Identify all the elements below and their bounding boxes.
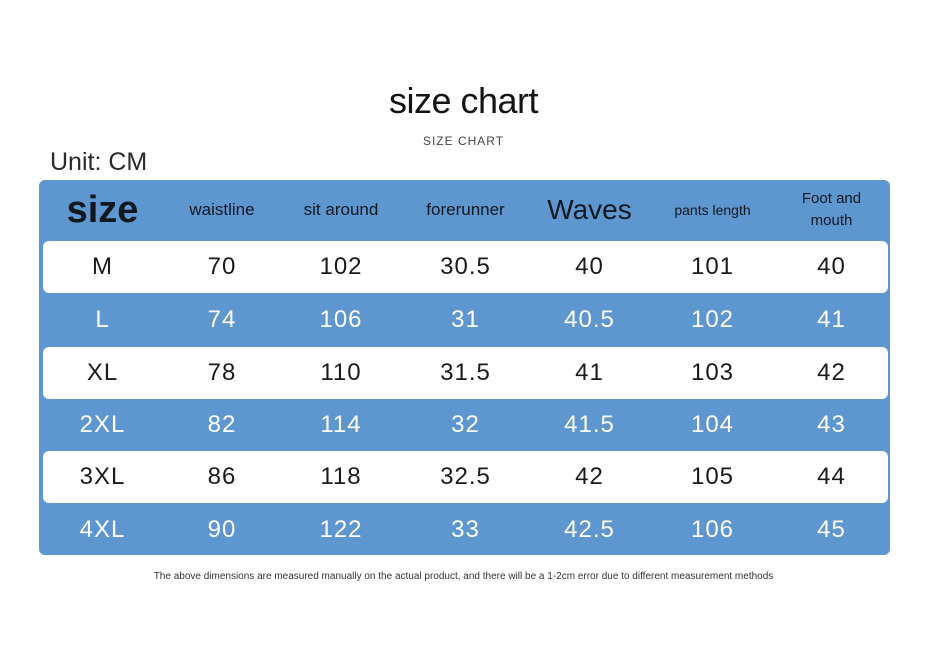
cell-waistline: 74 [207,306,237,333]
cell-sit-around: 102 [319,253,363,280]
cell-forerunner: 33 [451,515,480,543]
cell-waistline: 86 [207,463,237,490]
cell-pants-length: 103 [690,359,735,386]
cell-forerunner: 32.5 [440,463,491,490]
table-row: 4XL 90 122 33 42.5 106 45 [39,504,890,555]
cell-size: 4XL [79,515,126,543]
cell-forerunner: 32 [451,411,480,438]
cell-sit-around: 106 [319,306,363,333]
cell-sit-around: 114 [320,411,362,438]
cell-pants-length: 105 [690,463,735,490]
table-row: M 70 102 30.5 40 101 40 [39,241,890,293]
cell-waves: 42 [575,463,604,490]
cell-waistline: 90 [207,515,237,543]
table-row: XL 78 110 31.5 41 103 42 [39,347,890,399]
page-subtitle: SIZE CHART [422,134,505,148]
cell-size: 2XL [79,411,126,438]
cell-waves: 40.5 [564,306,615,333]
cell-waves: 41.5 [564,411,615,438]
cell-forerunner: 30.5 [440,253,491,280]
cell-foot-and-mouth: 42 [817,359,846,386]
cell-waistline: 78 [207,359,237,386]
cell-foot-and-mouth: 40 [817,253,846,280]
cell-size: 3XL [79,463,126,490]
table-row: 2XL 82 114 32 41.5 104 43 [39,400,890,450]
header-waistline: waistline [189,200,255,219]
header-forerunner: forerunner [426,200,505,219]
cell-size: L [95,306,110,333]
page-title: size chart [388,80,539,121]
cell-pants-length: 106 [690,515,735,543]
header-pants-length: pants length [674,202,751,218]
cell-waistline: 70 [207,253,237,280]
cell-waves: 42.5 [564,515,615,543]
cell-sit-around: 122 [319,515,363,543]
cell-waves: 41 [575,359,604,386]
header-sit-around: sit around [303,200,379,219]
cell-waistline: 82 [207,411,237,438]
measurement-note: The above dimensions are measured manual… [153,571,774,582]
cell-waves: 40 [575,253,604,280]
cell-foot-and-mouth: 41 [817,306,846,333]
cell-forerunner: 31 [451,306,480,333]
cell-size: XL [86,359,119,386]
cell-pants-length: 101 [690,253,735,280]
unit-label: Unit: CM [50,148,148,176]
cell-sit-around: 110 [320,359,362,386]
cell-pants-length: 104 [690,411,735,438]
table-row: L 74 106 31 40.5 102 41 [39,294,890,346]
header-size: size [66,189,139,231]
cell-sit-around: 118 [320,463,362,490]
size-table: size waistline sit around forerunner Wav… [39,180,890,555]
table-row: 3XL 86 118 32.5 42 105 44 [39,451,890,503]
header-foot-and-mouth: Foot and mouth [801,190,862,229]
cell-foot-and-mouth: 45 [817,515,846,543]
table-header-row: size waistline sit around forerunner Wav… [39,180,890,240]
cell-forerunner: 31.5 [440,359,491,386]
cell-foot-and-mouth: 44 [817,463,846,490]
cell-pants-length: 102 [690,306,735,333]
header-waves: Waves [547,194,632,225]
cell-foot-and-mouth: 43 [817,411,846,438]
cell-size: M [92,253,113,280]
